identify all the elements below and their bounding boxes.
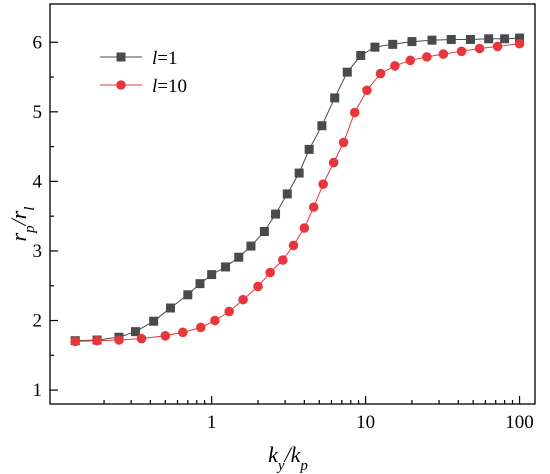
- data-point-square: [246, 241, 256, 251]
- x-tick-label: 1: [207, 412, 217, 433]
- data-point-circle: [195, 322, 206, 333]
- data-point-circle: [238, 294, 248, 305]
- data-point-square: [149, 316, 159, 326]
- data-point-square: [271, 209, 281, 219]
- data-point-square: [207, 270, 217, 280]
- y-tick-label: 2: [33, 311, 43, 332]
- data-point-square: [388, 39, 398, 49]
- data-point-circle: [349, 107, 360, 118]
- data-point-circle: [474, 43, 485, 54]
- data-point-square: [259, 226, 269, 236]
- data-point-circle: [278, 255, 288, 265]
- y-tick-label: 4: [33, 171, 43, 192]
- legend-item-1: l=1: [100, 48, 178, 69]
- data-point-square: [427, 35, 437, 45]
- legend-label: l=10: [152, 76, 187, 97]
- y-tick-label: 5: [33, 102, 43, 123]
- data-point-circle: [114, 335, 124, 345]
- x-tick-label: 100: [505, 412, 534, 433]
- data-point-square: [195, 279, 205, 289]
- data-point-circle: [375, 68, 386, 79]
- data-point-square: [183, 290, 193, 300]
- y-axis-title: rp/rl: [6, 207, 38, 242]
- data-point-square: [465, 34, 475, 44]
- series-layer: [70, 33, 525, 347]
- data-point-square: [515, 33, 525, 43]
- y-tick-label: 6: [33, 32, 43, 53]
- series-2: [70, 38, 525, 347]
- data-point-square: [500, 34, 510, 44]
- data-point-square: [330, 93, 340, 103]
- data-point-square: [294, 168, 304, 178]
- data-point-circle: [422, 52, 432, 62]
- series-1: [70, 33, 525, 346]
- x-tick-label: 10: [356, 412, 375, 433]
- data-point-circle: [405, 55, 416, 66]
- data-point-circle: [178, 327, 188, 338]
- data-point-circle: [288, 240, 299, 251]
- data-point-square: [342, 67, 352, 77]
- data-point-circle: [224, 306, 235, 317]
- data-point-square: [356, 50, 366, 60]
- legend-marker-circle: [116, 80, 126, 90]
- data-point-square: [165, 303, 175, 313]
- y-tick-label: 1: [33, 380, 43, 401]
- data-point-circle: [160, 331, 171, 341]
- plot-frame: [49, 3, 536, 405]
- data-point-circle: [299, 223, 310, 233]
- data-point-circle: [253, 281, 263, 292]
- data-point-circle: [456, 46, 467, 57]
- data-point-circle: [328, 157, 339, 168]
- data-point-circle: [308, 202, 319, 212]
- data-point-circle: [210, 315, 220, 326]
- data-point-circle: [438, 49, 449, 59]
- data-point-square: [234, 252, 244, 262]
- y-tick-label: 3: [33, 241, 43, 262]
- data-point-circle: [492, 41, 503, 52]
- data-point-square: [446, 34, 456, 44]
- series-line: [75, 43, 520, 342]
- series-line: [75, 37, 520, 342]
- data-point-square: [370, 42, 380, 52]
- data-point-square: [484, 34, 494, 44]
- legend: l=1 l=10: [100, 48, 187, 97]
- data-point-square: [304, 144, 314, 154]
- data-point-circle: [70, 336, 81, 347]
- axes: 1 10 100 1 2 3 4 5 6: [33, 3, 536, 433]
- legend-label: l=1: [152, 48, 178, 69]
- data-point-circle: [318, 179, 328, 189]
- data-point-circle: [338, 137, 349, 148]
- data-point-circle: [136, 333, 147, 344]
- data-point-circle: [92, 335, 102, 346]
- data-point-square: [282, 189, 292, 199]
- data-point-square: [221, 262, 231, 272]
- x-axis-title: ky/kp: [268, 442, 308, 474]
- data-point-square: [407, 37, 417, 47]
- legend-marker-square: [116, 52, 126, 62]
- data-point-circle: [265, 267, 275, 278]
- data-point-circle: [514, 38, 525, 49]
- data-point-square: [317, 121, 327, 131]
- data-point-circle: [390, 61, 400, 71]
- data-point-circle: [362, 85, 372, 96]
- legend-item-2: l=10: [100, 76, 187, 97]
- data-point-square: [130, 327, 140, 337]
